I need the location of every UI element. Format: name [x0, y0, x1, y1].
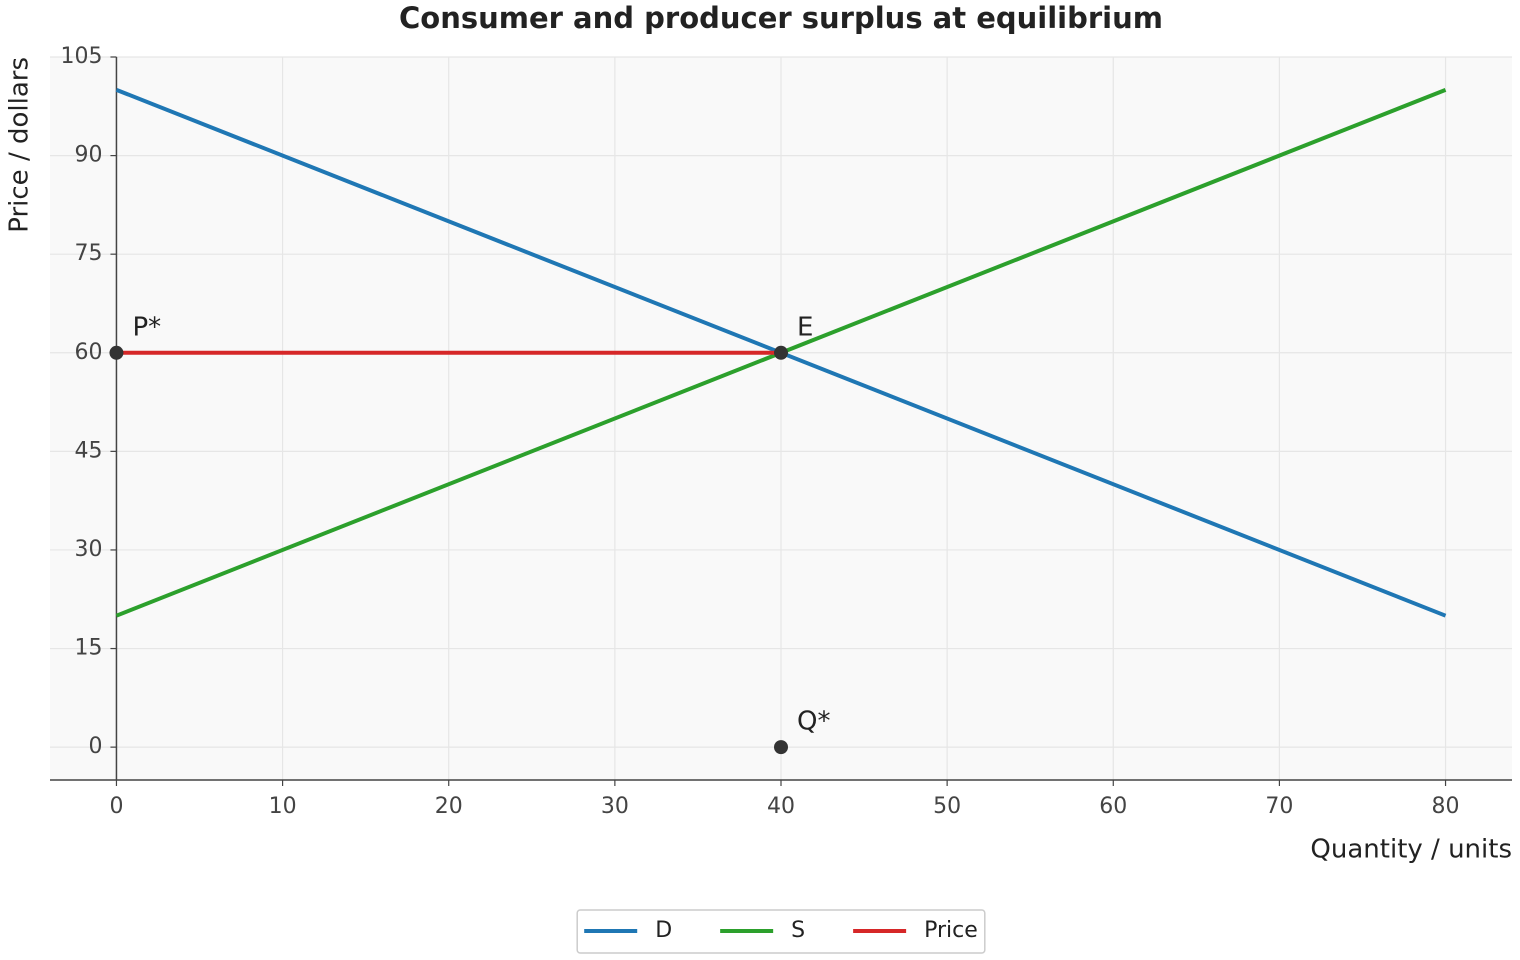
point-label: P*	[132, 312, 161, 342]
x-tick-label: 10	[269, 794, 297, 819]
legend-label: S	[791, 918, 805, 943]
x-axis-label: Quantity / units	[1310, 835, 1512, 865]
x-tick-label: 40	[767, 794, 795, 819]
y-tick-label: 60	[74, 340, 102, 365]
x-tick-label: 80	[1432, 794, 1460, 819]
point	[774, 740, 788, 755]
y-tick-label: 75	[74, 241, 102, 266]
point-label: E	[797, 312, 813, 342]
x-tick-label: 30	[601, 794, 629, 819]
y-tick-label: 15	[74, 636, 102, 661]
y-tick-label: 30	[74, 537, 102, 562]
point	[109, 345, 124, 360]
y-tick-label: 105	[60, 44, 102, 69]
x-tick-label: 60	[1099, 794, 1127, 819]
x-tick-label: 20	[435, 794, 463, 819]
legend-label: Price	[924, 918, 978, 943]
chart-title: Consumer and producer surplus at equilib…	[399, 1, 1163, 35]
point-label: Q*	[797, 707, 830, 737]
y-tick-label: 0	[88, 734, 102, 759]
x-tick-label: 70	[1265, 794, 1293, 819]
legend: D S Price	[576, 909, 986, 954]
legend-box	[576, 909, 986, 954]
y-tick-label: 45	[74, 438, 102, 463]
x-tick-label: 0	[109, 794, 123, 819]
y-axis-label: Price / dollars	[5, 57, 35, 233]
legend-label: D	[655, 918, 672, 943]
point	[774, 345, 788, 360]
x-tick-label: 50	[933, 794, 961, 819]
y-tick-label: 90	[74, 143, 102, 168]
